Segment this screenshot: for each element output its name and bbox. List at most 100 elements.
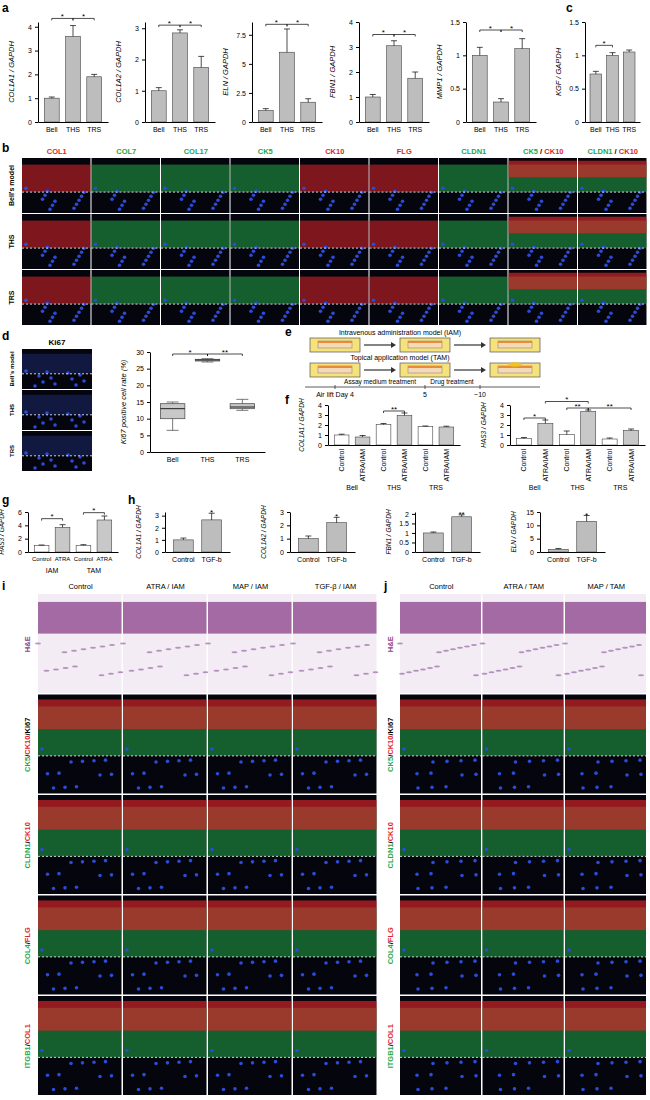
image-nucleus <box>388 309 392 313</box>
image-nucleus <box>48 263 52 267</box>
image-cell <box>585 668 591 670</box>
image-nucleus <box>211 206 215 210</box>
image-nucleus <box>401 199 405 203</box>
image-nucleus <box>602 189 606 193</box>
image-cell <box>288 671 294 673</box>
error-bar <box>360 436 366 438</box>
x-tick-label: Control <box>380 449 387 472</box>
basement-membrane <box>370 248 439 249</box>
image-layer <box>370 277 439 305</box>
image-nucleus <box>556 859 560 863</box>
panel-label: c <box>566 1 573 15</box>
y-tick-label: 0 <box>456 119 460 126</box>
image-nucleus <box>69 961 73 965</box>
error-bar <box>60 525 66 528</box>
image-nucleus <box>131 973 135 977</box>
image-nucleus <box>485 848 489 852</box>
image-nucleus <box>110 309 114 313</box>
y-tick: 0.5 <box>399 539 415 546</box>
x-axis: BellTHSTRS <box>586 122 641 133</box>
image-cell <box>194 644 200 646</box>
image-nucleus <box>353 314 357 318</box>
image-nucleus <box>24 410 28 414</box>
bar <box>298 539 318 552</box>
image-nucleus <box>513 886 517 890</box>
label: COL4/FLG <box>23 927 32 964</box>
y-tick-mark <box>162 528 165 529</box>
image-layer <box>208 800 292 830</box>
plot-area <box>590 50 635 122</box>
y-tick-mark <box>507 425 510 426</box>
y-tick-label: 3 <box>349 44 353 51</box>
image-nucleus <box>420 318 424 322</box>
micrograph <box>293 695 377 794</box>
box-median <box>195 360 219 361</box>
timeline-label: 5 <box>423 391 427 398</box>
y-tick-label: 1.5 <box>450 19 460 26</box>
image-nucleus <box>499 887 503 891</box>
image-nucleus <box>610 961 614 965</box>
x-tick: TGF-b <box>577 552 597 563</box>
image-nucleus <box>148 886 152 890</box>
chart: 02.557.5BellTHSTRSELN / GAPDH** <box>221 18 323 133</box>
y-tick-label: 0 <box>575 119 579 126</box>
well-medium <box>490 338 540 352</box>
image-nucleus <box>581 887 585 891</box>
image-nucleus <box>492 258 496 262</box>
significance-label: ** <box>607 402 613 411</box>
y-tick: 4 <box>500 402 510 409</box>
image-nucleus <box>81 860 85 864</box>
image-nucleus <box>245 986 249 990</box>
error-cap <box>305 98 311 99</box>
image-layer <box>123 900 207 930</box>
x-tick: Bell <box>367 122 379 133</box>
image-nucleus <box>142 318 146 322</box>
image-nucleus <box>474 773 478 777</box>
error-line <box>404 413 405 416</box>
image-background <box>293 594 377 693</box>
image-nucleus <box>41 462 45 466</box>
image-layer <box>92 277 161 305</box>
image-cell <box>100 645 106 647</box>
image-nucleus <box>312 872 316 876</box>
y-tick: 6 <box>18 509 28 516</box>
image-nucleus <box>113 249 117 253</box>
y-tick-label: 1 <box>135 87 139 94</box>
error-line <box>415 72 416 78</box>
y-tick-label: 2 <box>349 69 353 76</box>
image-layer <box>22 436 92 456</box>
y-tick: 3 <box>28 47 38 54</box>
error-cap <box>60 524 66 525</box>
error-bar <box>156 88 162 91</box>
y-tick: 2 <box>318 422 328 429</box>
column-header: MAP / TAM <box>587 582 625 591</box>
image-cell <box>599 666 605 668</box>
image-nucleus <box>268 874 272 878</box>
image-nucleus <box>120 315 124 319</box>
image-cell <box>81 648 87 650</box>
image-nucleus <box>33 425 37 429</box>
y-tick: 0 <box>405 549 415 556</box>
image-background <box>92 214 161 269</box>
image-nucleus <box>595 886 599 890</box>
y-axis: 0123 <box>155 512 165 555</box>
significance-label: ** <box>222 348 228 357</box>
image-cell <box>636 644 642 646</box>
y-axis: 01234 <box>28 23 38 126</box>
image-nucleus <box>465 263 469 267</box>
x-tick: ATRA/IAM <box>443 445 450 482</box>
image-nucleus <box>288 194 292 198</box>
bar <box>624 431 639 446</box>
image-nucleus <box>566 194 570 198</box>
label-part: CK5 <box>523 147 538 156</box>
image-background <box>123 996 207 1095</box>
box <box>195 359 219 361</box>
image-background <box>483 594 564 693</box>
y-tick-label: 4 <box>18 522 22 529</box>
image-nucleus <box>331 255 335 259</box>
image-nucleus <box>307 1088 311 1092</box>
x-axis-line <box>416 552 481 553</box>
image-nucleus <box>210 948 214 952</box>
image-cell <box>318 667 324 669</box>
image-nucleus <box>636 306 640 310</box>
